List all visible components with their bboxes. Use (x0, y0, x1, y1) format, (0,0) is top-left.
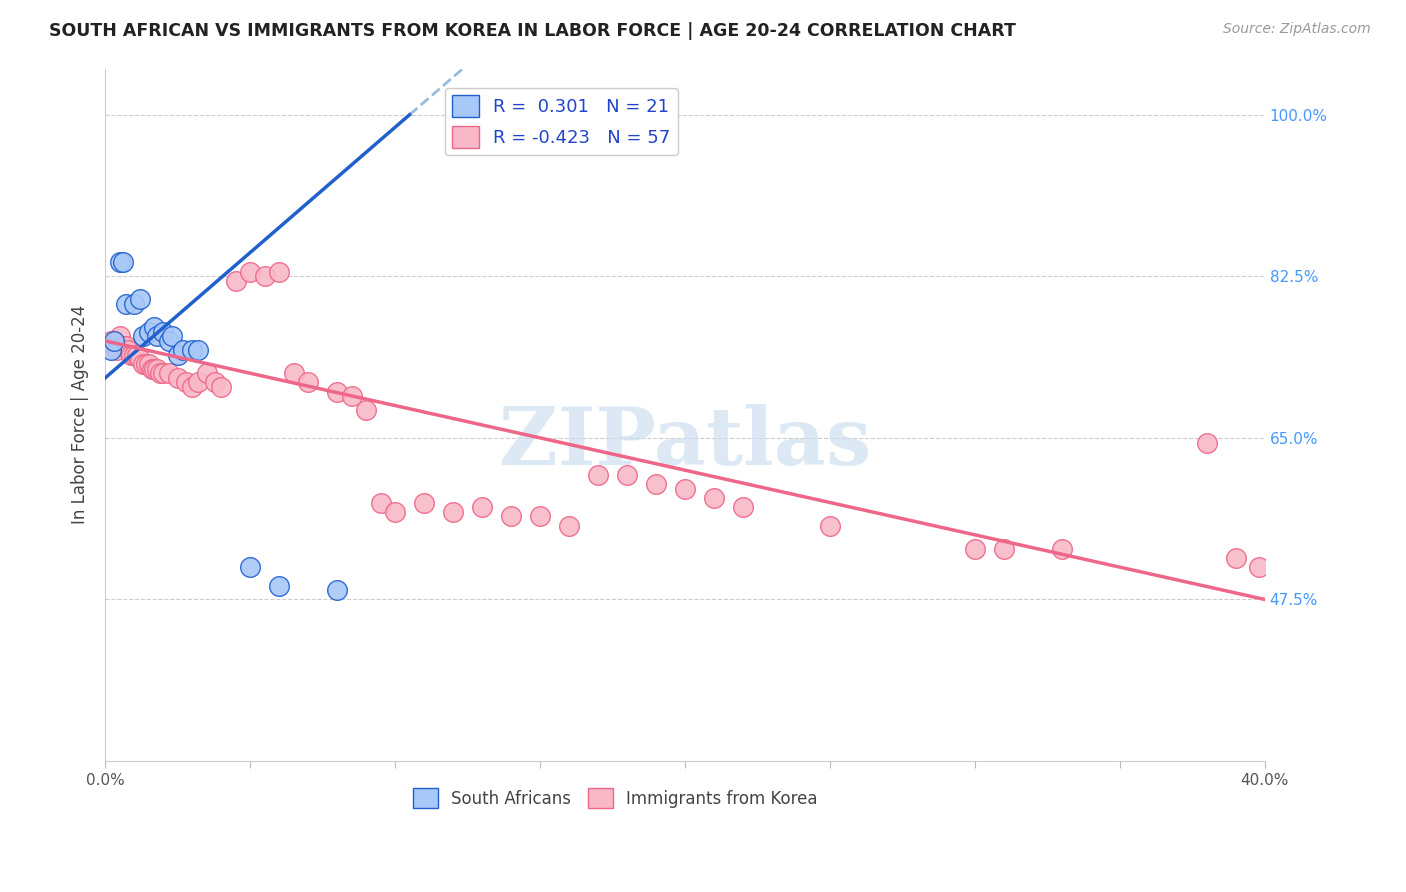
Point (166, 371, 188, 385)
Point (105, 343, 128, 358)
Text: Source: ZipAtlas.com: Source: ZipAtlas.com (1223, 22, 1371, 37)
Point (187, 343, 209, 358)
Point (138, 325, 160, 339)
Point (114, 338, 136, 352)
Point (1247, 560, 1270, 574)
Point (209, 380, 232, 394)
Point (413, 495, 436, 509)
Point (143, 361, 166, 376)
Point (558, 518, 581, 533)
Point (1050, 541, 1073, 556)
Point (1225, 550, 1247, 565)
Point (135, 357, 157, 371)
Point (181, 380, 204, 394)
Point (152, 366, 174, 380)
Point (176, 376, 198, 390)
Point (441, 505, 464, 519)
Point (173, 343, 195, 358)
Point (181, 343, 204, 358)
Point (963, 541, 986, 556)
Legend: South Africans, Immigrants from Korea: South Africans, Immigrants from Korea (406, 781, 824, 815)
Point (129, 352, 152, 367)
Point (370, 495, 392, 509)
Point (616, 467, 638, 482)
Text: SOUTH AFRICAN VS IMMIGRANTS FROM KOREA IN LABOR FORCE | AGE 20-24 CORRELATION CH: SOUTH AFRICAN VS IMMIGRANTS FROM KOREA I… (49, 22, 1017, 40)
Point (326, 583, 349, 598)
Point (127, 348, 149, 362)
Point (269, 265, 291, 279)
Point (146, 329, 169, 343)
Point (100, 334, 122, 348)
Point (111, 338, 134, 352)
Point (129, 293, 152, 307)
Point (108, 255, 131, 269)
Point (195, 366, 218, 380)
Point (326, 384, 349, 399)
Point (138, 357, 160, 371)
Point (269, 579, 291, 593)
Point (103, 334, 125, 348)
Point (132, 357, 155, 371)
Point (501, 509, 523, 524)
Point (166, 348, 188, 362)
Point (673, 482, 696, 496)
Point (239, 265, 262, 279)
Point (283, 366, 305, 380)
Point (122, 348, 145, 362)
Point (703, 491, 725, 505)
Point (586, 467, 609, 482)
Point (141, 361, 163, 376)
Point (645, 477, 668, 491)
Point (731, 500, 754, 515)
Point (1195, 435, 1218, 450)
Point (529, 509, 551, 524)
Point (160, 329, 183, 343)
Point (471, 500, 494, 515)
Point (818, 518, 841, 533)
Point (157, 366, 180, 380)
Point (103, 338, 125, 352)
Point (149, 366, 172, 380)
Point (152, 325, 174, 339)
Y-axis label: In Labor Force | Age 20-24: In Labor Force | Age 20-24 (72, 305, 89, 524)
Point (204, 376, 226, 390)
Point (132, 329, 155, 343)
Point (297, 376, 319, 390)
Point (354, 403, 377, 417)
Point (143, 320, 166, 334)
Point (108, 329, 131, 343)
Point (384, 505, 406, 519)
Point (340, 389, 363, 403)
Text: ZIPatlas: ZIPatlas (499, 403, 872, 482)
Point (122, 297, 145, 311)
Point (239, 560, 262, 574)
Point (225, 274, 247, 288)
Point (111, 255, 134, 269)
Point (993, 541, 1015, 556)
Point (100, 343, 122, 358)
Point (157, 334, 180, 348)
Point (146, 361, 169, 376)
Point (187, 376, 209, 390)
Point (253, 269, 276, 284)
Point (120, 348, 142, 362)
Point (114, 297, 136, 311)
Point (117, 343, 139, 358)
